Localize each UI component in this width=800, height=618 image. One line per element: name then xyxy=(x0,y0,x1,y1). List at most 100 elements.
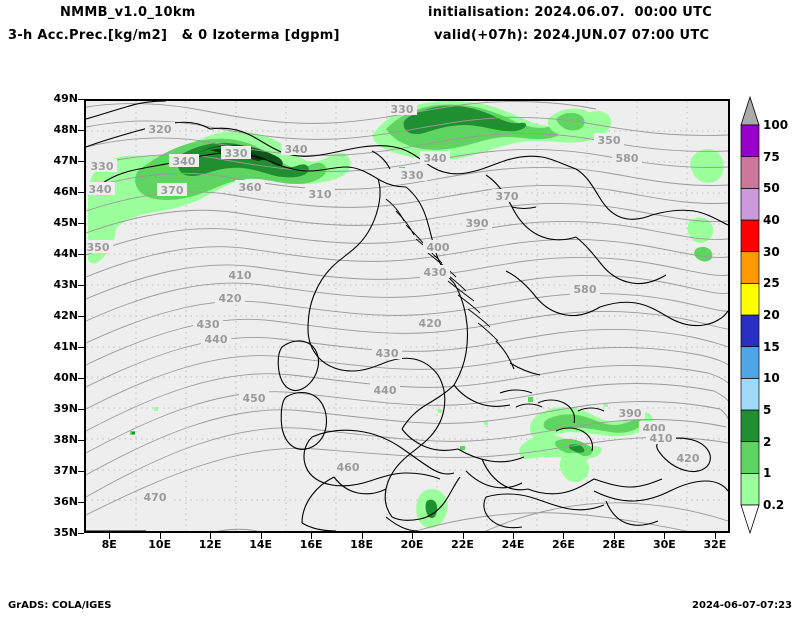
y-tick-label: 36N xyxy=(53,495,78,508)
contour-label: 420 xyxy=(219,292,242,305)
x-tick-label: 18E xyxy=(350,538,373,551)
x-tick-mark xyxy=(311,533,313,539)
contour-label: 430 xyxy=(197,318,220,331)
colorbar-band[interactable] xyxy=(740,156,760,189)
contour-label: 330 xyxy=(91,160,114,173)
contour-label: 460 xyxy=(337,461,360,474)
x-tick-label: 22E xyxy=(451,538,474,551)
y-tick-label: 49N xyxy=(53,92,78,105)
y-tick-label: 46N xyxy=(53,185,78,198)
colorbar-band[interactable] xyxy=(740,472,760,506)
y-tick-mark xyxy=(78,99,84,100)
y-tick-label: 39N xyxy=(53,402,78,415)
colorbar[interactable]: 0.2 1 2 5 10 15 20 25 30 40 50 75 100 xyxy=(737,95,799,535)
y-tick-label: 35N xyxy=(53,526,78,539)
valid-time-label: valid(+07h): 2024.JUN.07 07:00 UTC xyxy=(434,28,710,43)
y-tick-label: 41N xyxy=(53,340,78,353)
contour-label: 440 xyxy=(374,384,397,397)
y-tick-label: 42N xyxy=(53,309,78,322)
x-tick-mark xyxy=(412,533,414,539)
x-tick-mark xyxy=(159,533,161,539)
x-tick-mark xyxy=(361,533,363,539)
x-tick-mark xyxy=(462,533,464,539)
x-tick-mark xyxy=(512,533,514,539)
x-tick-mark xyxy=(714,533,716,539)
contour-label: 340 xyxy=(424,152,447,165)
contour-label: 430 xyxy=(424,266,447,279)
colorbar-band[interactable] xyxy=(740,409,760,443)
y-tick-mark xyxy=(78,316,84,317)
contour-label: 420 xyxy=(677,452,700,465)
contour-label: 370 xyxy=(496,190,519,203)
contour-label: 310 xyxy=(309,188,332,201)
y-tick-mark xyxy=(78,223,84,224)
model-title: NMMB_v1.0_10km xyxy=(60,5,196,20)
contour-label: 360 xyxy=(239,181,262,194)
field-title: 3-h Acc.Prec.[kg/m2] & 0 Izoterma [dgpm] xyxy=(8,28,340,43)
x-tick-mark xyxy=(109,533,111,539)
contour-label: 340 xyxy=(285,143,308,156)
map-plot-area[interactable]: 330 320 350 330 340 340 580 330 340 330 360 340 370 3… xyxy=(84,99,730,533)
x-tick-mark xyxy=(664,533,666,539)
y-tick-mark xyxy=(78,347,84,348)
colorbar-tick-label: 0.2 xyxy=(763,498,785,512)
y-tick-label: 45N xyxy=(53,216,78,229)
x-tick-label: 14E xyxy=(249,538,273,551)
x-tick-label: 24E xyxy=(501,538,525,551)
x-tick-label: 26E xyxy=(552,538,575,551)
colorbar-tick-label: 50 xyxy=(763,181,780,196)
colorbar-band[interactable] xyxy=(740,282,760,316)
colorbar-band[interactable] xyxy=(740,124,760,158)
contour-label: 320 xyxy=(149,123,172,136)
y-tick-mark xyxy=(78,409,84,410)
x-tick-mark xyxy=(613,533,615,539)
y-tick-mark xyxy=(78,378,84,379)
colorbar-tick-label: 5 xyxy=(763,403,772,417)
contour-label: 430 xyxy=(376,347,399,360)
y-tick-label: 38N xyxy=(53,433,78,446)
contour-label: 420 xyxy=(419,317,442,330)
colorbar-tick-label: 2 xyxy=(763,434,772,449)
y-tick-label: 37N xyxy=(53,464,78,477)
contour-label: 350 xyxy=(87,241,110,254)
colorbar-band[interactable] xyxy=(740,187,760,221)
render-timestamp: 2024-06-07-07:23 xyxy=(692,600,792,611)
y-tick-mark xyxy=(78,285,84,286)
contour-label: 580 xyxy=(574,283,597,296)
grads-credit: GrADS: COLA/IGES xyxy=(8,600,112,611)
y-tick-label: 48N xyxy=(53,123,78,136)
contour-label: 330 xyxy=(391,103,414,116)
contour-label: 410 xyxy=(229,269,252,282)
y-tick-label: 40N xyxy=(53,371,78,384)
y-tick-mark xyxy=(78,192,84,193)
x-tick-mark xyxy=(563,533,565,539)
contour-label: 440 xyxy=(205,333,228,346)
initialisation-label: initialisation: 2024.06.07. 00:00 UTC xyxy=(428,5,713,20)
contour-label: 340 xyxy=(173,155,196,168)
contour-label: 470 xyxy=(144,491,167,504)
contour-label: 450 xyxy=(243,392,266,405)
x-tick-label: 32E xyxy=(703,538,727,551)
x-tick-label: 12E xyxy=(198,538,222,551)
contour-label: 390 xyxy=(619,407,642,420)
y-tick-mark xyxy=(78,440,84,441)
colorbar-band[interactable] xyxy=(740,314,760,348)
colorbar-band[interactable] xyxy=(740,377,760,411)
x-tick-mark xyxy=(260,533,262,539)
y-tick-mark xyxy=(78,533,84,534)
contour-label: 330 xyxy=(225,147,248,160)
contour-label: 350 xyxy=(598,134,621,147)
colorbar-band[interactable] xyxy=(740,346,760,379)
colorbar-band[interactable] xyxy=(740,251,760,284)
colorbar-under-arrow xyxy=(740,504,760,535)
colorbar-band[interactable] xyxy=(740,441,760,474)
colorbar-band[interactable] xyxy=(740,219,760,253)
x-tick-label: 20E xyxy=(400,538,424,551)
colorbar-tick-label: 1 xyxy=(763,466,772,481)
colorbar-swatches xyxy=(740,95,760,535)
contour-label: 390 xyxy=(466,217,489,230)
colorbar-tick-label: 40 xyxy=(763,213,780,227)
contour-label: 330 xyxy=(401,169,424,182)
